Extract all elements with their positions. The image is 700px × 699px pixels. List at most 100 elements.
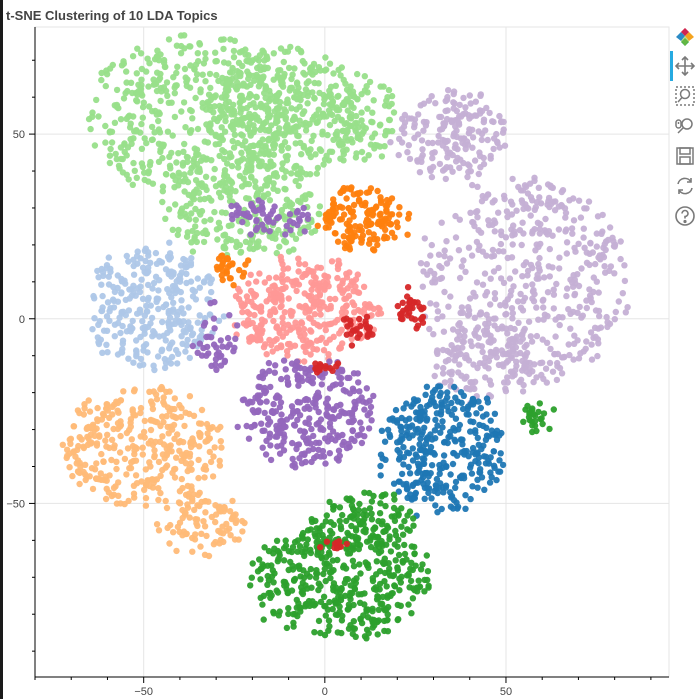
scatter-point [321, 560, 328, 567]
scatter-point [226, 193, 233, 200]
scatter-point [495, 468, 502, 475]
scatter-point [267, 383, 274, 391]
reset-tool-icon[interactable] [672, 173, 698, 199]
scatter-point [189, 248, 197, 255]
scatter-point [384, 202, 391, 209]
scatter-point [108, 139, 116, 146]
save-tool-icon[interactable] [672, 143, 698, 169]
scatter-point [364, 105, 371, 112]
scatter-point [530, 378, 537, 386]
scatter-point [349, 544, 356, 552]
scatter-point [113, 86, 121, 94]
scatter-point [286, 218, 294, 225]
scatter-point [261, 89, 268, 97]
scatter-point [486, 479, 494, 486]
scatter-point [428, 241, 435, 249]
scatter-point [493, 349, 500, 356]
scatter-point [212, 183, 220, 190]
scatter-point [247, 143, 254, 150]
scatter-point [381, 438, 389, 445]
scatter-point [187, 259, 195, 266]
scatter-point [108, 436, 116, 443]
scatter-point [178, 297, 185, 304]
scatter-point [129, 89, 136, 97]
scatter-point [169, 172, 177, 179]
scatter-point [316, 210, 323, 218]
scatter-point [232, 188, 239, 195]
scatter-point [567, 325, 574, 332]
scatter-point [172, 289, 179, 297]
scatter-point [166, 345, 173, 352]
scatter-point [519, 388, 527, 395]
scatter-point [323, 538, 331, 545]
scatter-point [476, 149, 483, 156]
scatter-point [258, 103, 265, 111]
scatter-point [184, 501, 191, 508]
scatter-point [138, 145, 146, 152]
scatter-point [309, 116, 316, 123]
scatter-point [219, 147, 226, 154]
scatter-point [155, 485, 162, 492]
scatter-point [523, 341, 530, 349]
scatter-point [247, 287, 255, 295]
scatter-point [420, 118, 428, 126]
scatter-point [621, 262, 628, 269]
scatter-point [396, 478, 403, 485]
pan-tool-icon[interactable] [672, 53, 698, 79]
scatter-point [566, 351, 573, 359]
scatter-point [577, 350, 584, 357]
scatter-point [464, 173, 471, 181]
scatter-point [452, 394, 459, 401]
scatter-point [334, 316, 341, 324]
scatter-point [293, 209, 301, 216]
scatter-point [312, 151, 319, 158]
scatter-point [361, 601, 368, 608]
scatter-point [66, 436, 74, 443]
scatter-point [266, 336, 273, 344]
scatter-point [465, 130, 473, 137]
scatter-point [578, 314, 585, 321]
scatter-point [108, 456, 115, 464]
scatter-point [102, 437, 109, 444]
scatter-point [403, 572, 411, 579]
box-zoom-tool-icon[interactable] [672, 83, 698, 109]
scatter-point [522, 353, 529, 360]
scatter-point [198, 406, 206, 414]
scatter-point [202, 50, 209, 57]
scatter-point [162, 497, 169, 505]
wheel-zoom-tool-icon[interactable] [672, 113, 698, 139]
scatter-point [200, 238, 208, 246]
scatter-point [446, 349, 453, 356]
scatter-point [365, 326, 372, 333]
scatter-point [196, 284, 203, 291]
scatter-point [357, 419, 364, 426]
scatter-point [366, 397, 373, 404]
help-tool-icon[interactable] [672, 203, 698, 229]
scatter-point [383, 541, 390, 548]
scatter-point [144, 281, 152, 289]
scatter-point [570, 356, 577, 363]
scatter-point [350, 201, 358, 209]
scatter-point [524, 402, 531, 410]
scatter-point [327, 527, 334, 534]
scatter-point [265, 421, 272, 428]
scatter-point [431, 487, 438, 495]
scatter-point [198, 332, 205, 339]
scatter-point [448, 494, 455, 501]
scatter-point [280, 357, 288, 364]
scatter-point [487, 275, 494, 282]
scatter-point [286, 211, 294, 218]
scatter-point [135, 81, 142, 89]
scatter-point [536, 400, 543, 407]
scatter-point [162, 170, 170, 178]
scatter-point [166, 540, 173, 547]
scatter-point [284, 99, 292, 107]
scatter-point [195, 420, 203, 427]
scatter-point [429, 163, 437, 171]
scatter-point [306, 602, 313, 609]
scatter-point [189, 435, 196, 442]
scatter-point [219, 276, 226, 284]
scatter-point [512, 268, 519, 275]
scatter-point [487, 469, 494, 476]
